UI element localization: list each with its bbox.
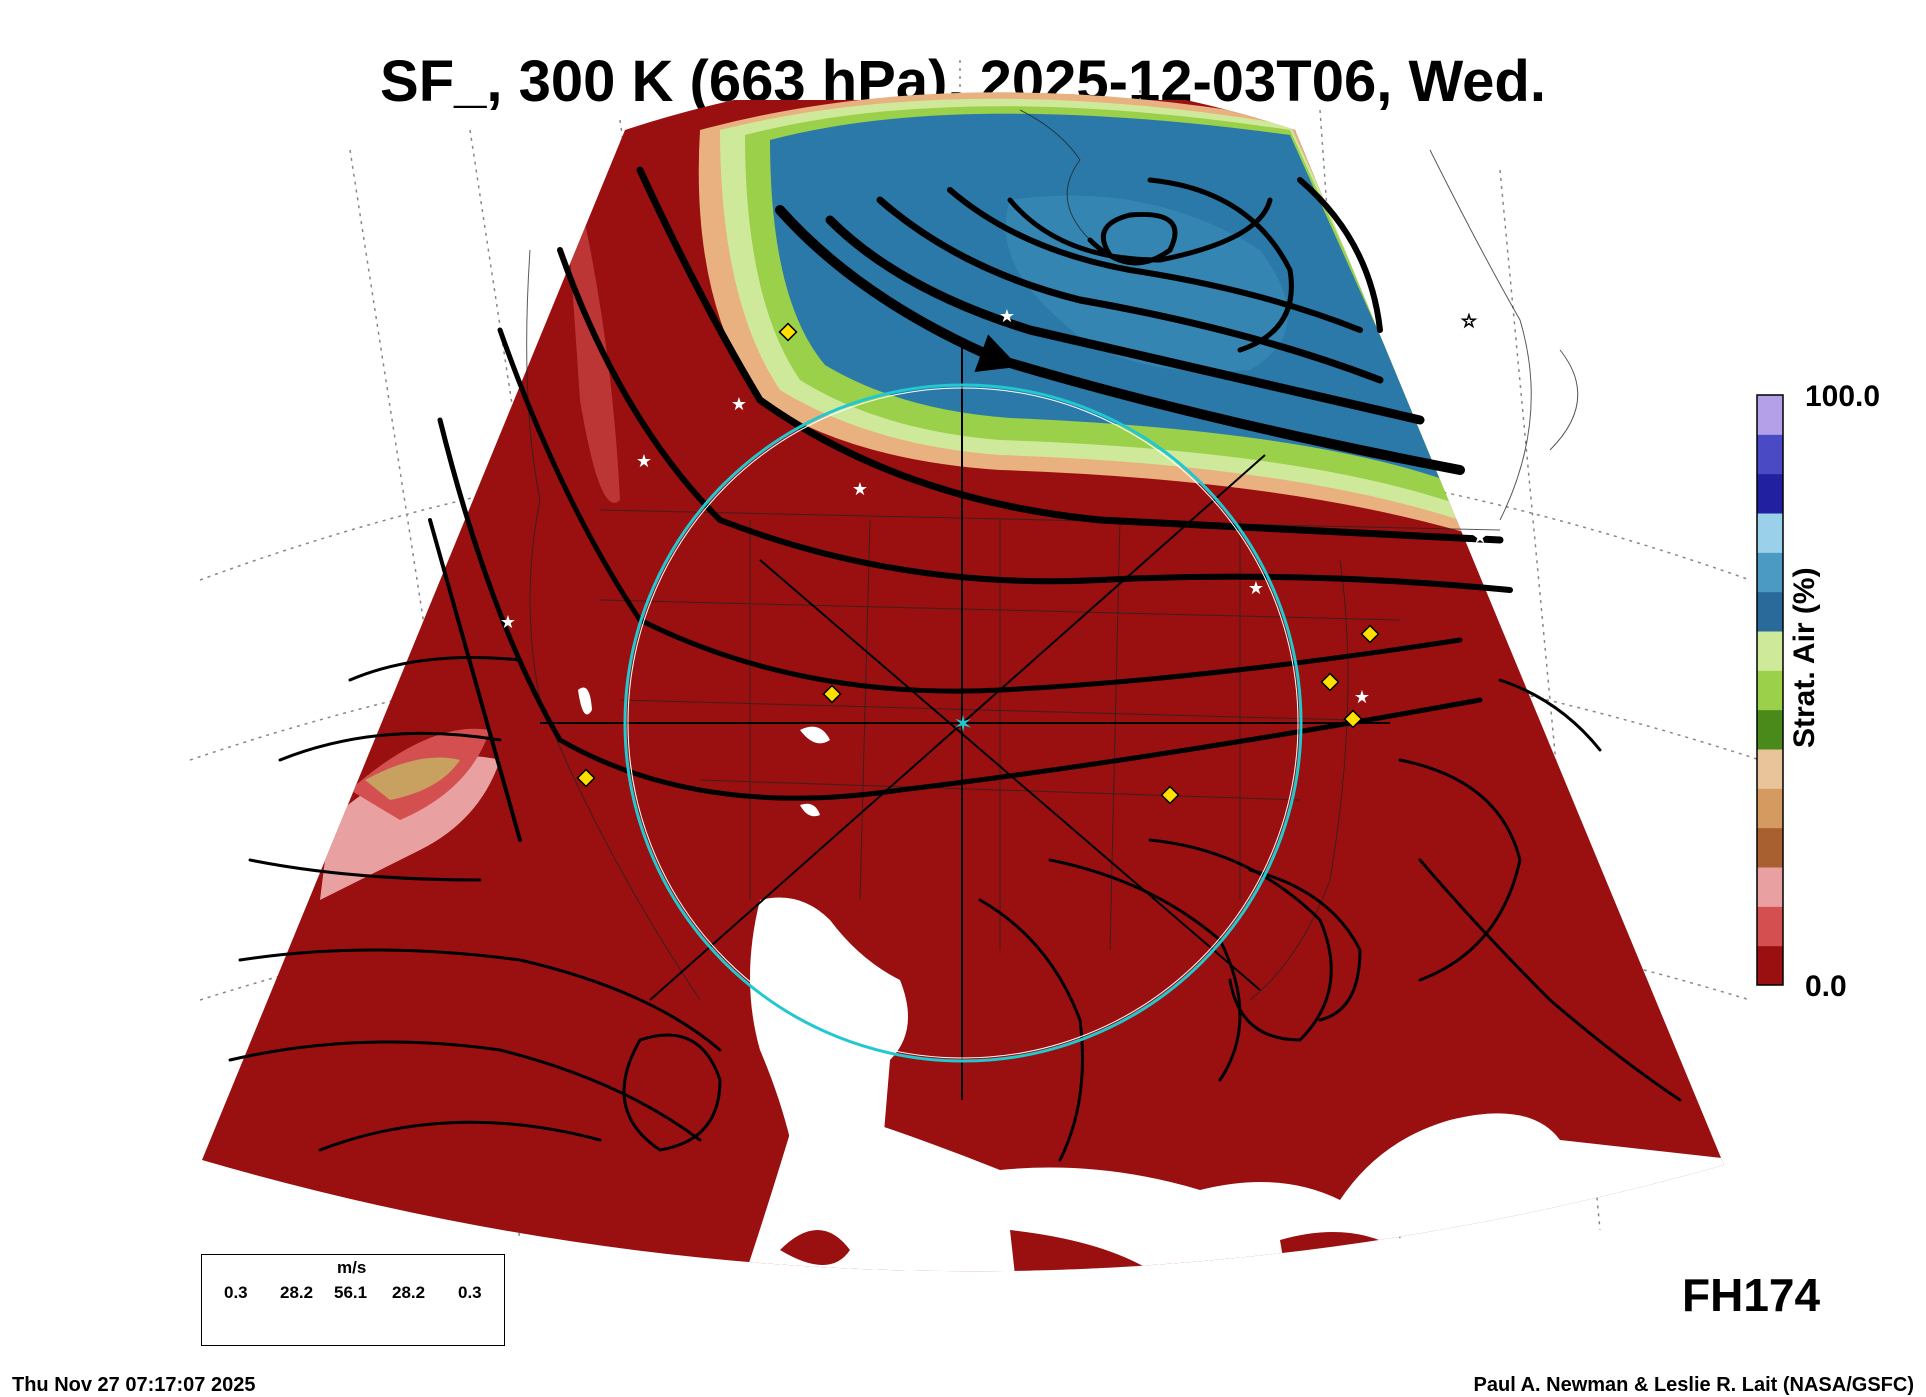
colorbar-swatch <box>1757 945 1783 986</box>
colorbar-swatch <box>1757 906 1783 947</box>
colorbar-frame <box>1756 394 1784 986</box>
svg-text:★: ★ <box>500 612 516 633</box>
svg-text:★: ★ <box>852 479 868 500</box>
svg-text:★: ★ <box>731 394 747 415</box>
range-ring <box>623 383 1303 1063</box>
legend-value: 28.2 <box>392 1283 426 1302</box>
colorbar-max-label: 100.0 <box>1805 380 1881 413</box>
svg-text:★: ★ <box>636 451 652 472</box>
svg-text:★: ★ <box>1472 527 1488 548</box>
colorbar-swatch <box>1757 552 1783 593</box>
legend-value: 0.3 <box>458 1283 482 1302</box>
colorbar-title: Strat. Air (%) <box>1788 567 1821 748</box>
diamond-markers <box>576 322 1380 805</box>
legend-unit: m/s <box>337 1258 367 1277</box>
strat-air-field <box>202 92 1724 1272</box>
colorbar-swatch <box>1757 434 1783 475</box>
forecast-hour-label: FH174 <box>1682 1269 1821 1321</box>
range-ring-inner <box>627 387 1299 1059</box>
colorbar-swatch <box>1757 827 1783 868</box>
svg-text:★: ★ <box>999 306 1015 327</box>
colorbar-swatch <box>1757 709 1783 750</box>
svg-text:★: ★ <box>1354 687 1370 708</box>
colorbar-swatch <box>1757 395 1783 435</box>
colorbar-swatch <box>1757 670 1783 711</box>
footer-timestamp: Thu Nov 27 07:17:07 2025 <box>12 1374 256 1396</box>
colorbar-swatch <box>1757 513 1783 553</box>
svg-text:★: ★ <box>1248 578 1264 599</box>
svg-text:☆: ☆ <box>1461 311 1477 332</box>
colorbar-swatch <box>1757 591 1783 632</box>
colorbar-swatch <box>1757 788 1783 829</box>
legend-value: 0.3 <box>224 1283 248 1302</box>
colorbar-swatch <box>1757 473 1783 514</box>
star-markers: ★ ★ ★ ★ ★ ★ ★ ★ ☆ <box>500 306 1488 708</box>
legend-value: 56.1 <box>334 1283 368 1302</box>
colorbar-swatch <box>1757 749 1783 789</box>
colorbar-swatch <box>1757 867 1783 907</box>
wind-speed-legend: m/s 0.3 28.2 56.1 28.2 0.3 <box>201 1254 505 1346</box>
cross-section-lines <box>540 340 1390 1100</box>
colorbar <box>1756 394 1784 986</box>
colorbar-min-label: 0.0 <box>1805 970 1847 1003</box>
center-star-marker: ✶ <box>953 710 973 738</box>
colorbar-swatch <box>1757 631 1783 671</box>
political-boundaries <box>526 109 1579 1001</box>
streamlines <box>228 166 1682 1162</box>
svg-text:✶: ✶ <box>953 710 973 738</box>
legend-value: 28.2 <box>280 1283 314 1302</box>
footer-credit: Paul A. Newman & Leslie R. Lait (NASA/GS… <box>1473 1374 1914 1396</box>
